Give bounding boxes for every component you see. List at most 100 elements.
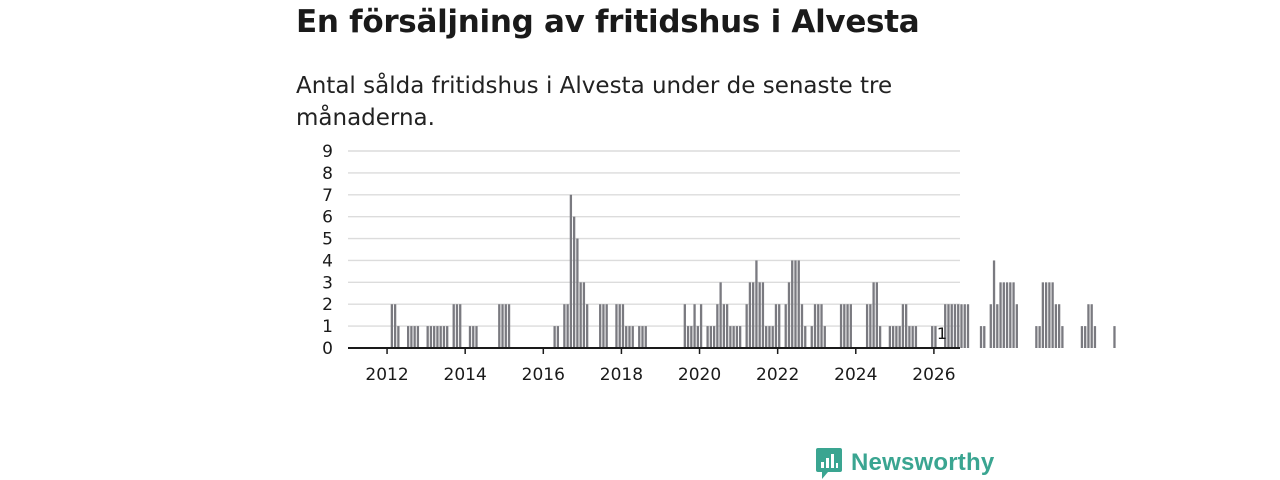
bar	[1015, 304, 1018, 348]
bar	[908, 326, 911, 348]
bar	[416, 326, 420, 348]
bar	[582, 282, 586, 348]
bar	[602, 304, 605, 348]
bar	[442, 326, 446, 348]
bar	[800, 304, 804, 348]
bar	[1005, 282, 1009, 348]
bar	[1009, 282, 1012, 348]
bar	[761, 282, 765, 348]
x-tick-label: 2012	[365, 365, 408, 385]
bar	[732, 326, 735, 348]
bar	[566, 304, 569, 348]
x-tick-label: 2014	[444, 365, 487, 385]
bar	[586, 304, 589, 348]
bar	[1012, 282, 1015, 348]
bar	[875, 282, 879, 348]
bar	[712, 326, 716, 348]
bar	[618, 304, 621, 348]
bar	[722, 304, 726, 348]
bar	[817, 304, 820, 348]
bar	[992, 260, 996, 348]
bar	[1087, 304, 1090, 348]
bar	[778, 304, 781, 348]
bar	[1113, 326, 1116, 348]
bar	[1093, 326, 1097, 348]
bar	[768, 326, 771, 348]
x-axis: 2012 2014 2016 2018 2020 2022 2024 2026	[348, 347, 960, 385]
bar	[979, 326, 983, 348]
bar	[739, 326, 742, 348]
bar	[888, 326, 892, 348]
bar	[752, 282, 755, 348]
y-tick-label: 2	[322, 295, 333, 315]
bar	[615, 304, 618, 348]
bar	[784, 304, 787, 348]
bar	[755, 260, 758, 348]
bar	[957, 304, 960, 348]
bar	[641, 326, 644, 348]
bar	[878, 326, 882, 348]
bar	[446, 326, 449, 348]
bar	[810, 326, 813, 348]
bar	[498, 304, 501, 348]
bar	[963, 304, 966, 348]
bar	[1061, 326, 1064, 348]
y-tick-label: 0	[322, 339, 333, 359]
bar	[709, 326, 713, 348]
x-tick-label: 2020	[678, 365, 721, 385]
bar	[569, 194, 573, 348]
grid-lines	[348, 150, 960, 327]
bar	[572, 216, 576, 348]
bar	[699, 304, 703, 348]
bar	[1002, 282, 1005, 348]
bar	[690, 326, 693, 348]
bar	[839, 304, 843, 348]
bar	[944, 304, 947, 348]
bar	[459, 304, 462, 348]
bar	[725, 304, 729, 348]
bar	[393, 304, 397, 348]
bar	[1044, 282, 1048, 348]
bar	[696, 326, 699, 348]
bar	[468, 326, 472, 348]
bar	[413, 326, 416, 348]
bar	[1041, 282, 1045, 348]
y-tick-label: 4	[322, 251, 333, 271]
bar	[686, 326, 690, 348]
bar	[846, 304, 849, 348]
brand-logo[interactable]: Newsworthy	[815, 446, 994, 480]
bar	[774, 304, 778, 348]
bar	[719, 282, 722, 348]
brand-name: Newsworthy	[851, 449, 995, 476]
bar	[501, 304, 504, 348]
x-tick-label: 2026	[912, 365, 955, 385]
bar	[843, 304, 846, 348]
bar	[426, 326, 429, 348]
y-tick-label: 1	[322, 317, 333, 337]
bar	[628, 326, 631, 348]
bar	[729, 326, 732, 348]
bar	[931, 326, 934, 348]
y-tick-label: 6	[322, 208, 333, 228]
bar	[706, 326, 709, 348]
y-tick-label: 8	[322, 164, 333, 184]
bar	[953, 304, 957, 348]
bar	[1035, 326, 1038, 348]
bar	[625, 326, 628, 348]
bar	[1051, 282, 1054, 348]
bar	[621, 304, 625, 348]
bar	[1038, 326, 1041, 348]
x-tick-label: 2024	[834, 365, 877, 385]
bar	[436, 326, 439, 348]
bar	[553, 326, 556, 348]
bar	[599, 304, 602, 348]
y-tick-label: 3	[322, 273, 333, 293]
bar	[452, 304, 455, 348]
bar	[631, 326, 634, 348]
bar	[644, 326, 647, 348]
bar	[966, 304, 970, 348]
bar	[693, 304, 696, 348]
bar	[999, 282, 1002, 348]
